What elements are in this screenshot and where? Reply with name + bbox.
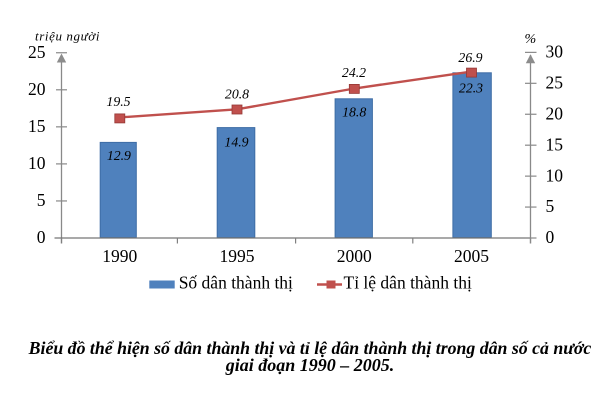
svg-text:0: 0 (546, 227, 555, 247)
svg-text:20: 20 (546, 103, 564, 123)
svg-text:5: 5 (37, 190, 46, 210)
svg-text:25: 25 (546, 72, 564, 92)
svg-text:triệu người: triệu người (35, 29, 100, 44)
svg-text:14.9: 14.9 (224, 135, 248, 150)
svg-text:5: 5 (546, 196, 555, 216)
svg-text:10: 10 (28, 153, 46, 173)
svg-text:%: % (525, 32, 537, 47)
svg-text:12.9: 12.9 (107, 148, 131, 163)
svg-text:18.8: 18.8 (342, 105, 366, 120)
svg-text:24.2: 24.2 (342, 65, 366, 80)
svg-text:Tỉ lệ dân thành thị: Tỉ lệ dân thành thị (344, 273, 472, 293)
svg-text:30: 30 (546, 42, 564, 62)
svg-text:Biểu đồ thể hiện số dân thành: Biểu đồ thể hiện số dân thành thị và tỉ … (28, 338, 592, 358)
svg-text:1990: 1990 (102, 246, 137, 266)
svg-text:2005: 2005 (454, 246, 489, 266)
svg-text:10: 10 (546, 165, 564, 185)
svg-text:2000: 2000 (337, 246, 372, 266)
svg-text:giai đoạn 1990 – 2005.: giai đoạn 1990 – 2005. (225, 355, 395, 375)
svg-text:15: 15 (546, 134, 564, 154)
svg-text:19.5: 19.5 (106, 94, 130, 109)
svg-text:Số dân thành thị: Số dân thành thị (179, 273, 293, 293)
svg-text:1995: 1995 (220, 246, 255, 266)
svg-text:26.9: 26.9 (458, 50, 482, 65)
svg-text:15: 15 (28, 116, 46, 136)
svg-text:0: 0 (37, 227, 46, 247)
svg-text:25: 25 (28, 42, 46, 62)
svg-text:22.3: 22.3 (459, 81, 483, 96)
svg-text:20.8: 20.8 (225, 87, 249, 102)
svg-text:20: 20 (28, 79, 46, 99)
